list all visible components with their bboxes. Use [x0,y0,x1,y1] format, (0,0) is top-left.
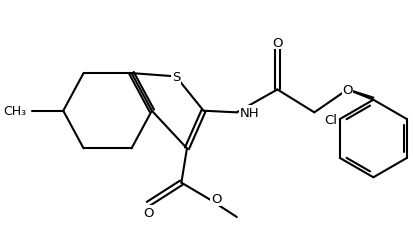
Text: O: O [211,193,221,206]
Text: CH₃: CH₃ [3,105,26,118]
Text: Cl: Cl [323,113,336,126]
Text: S: S [171,71,180,84]
Text: O: O [271,36,282,49]
Text: O: O [142,206,153,219]
Text: NH: NH [239,106,259,119]
Text: O: O [342,84,352,96]
